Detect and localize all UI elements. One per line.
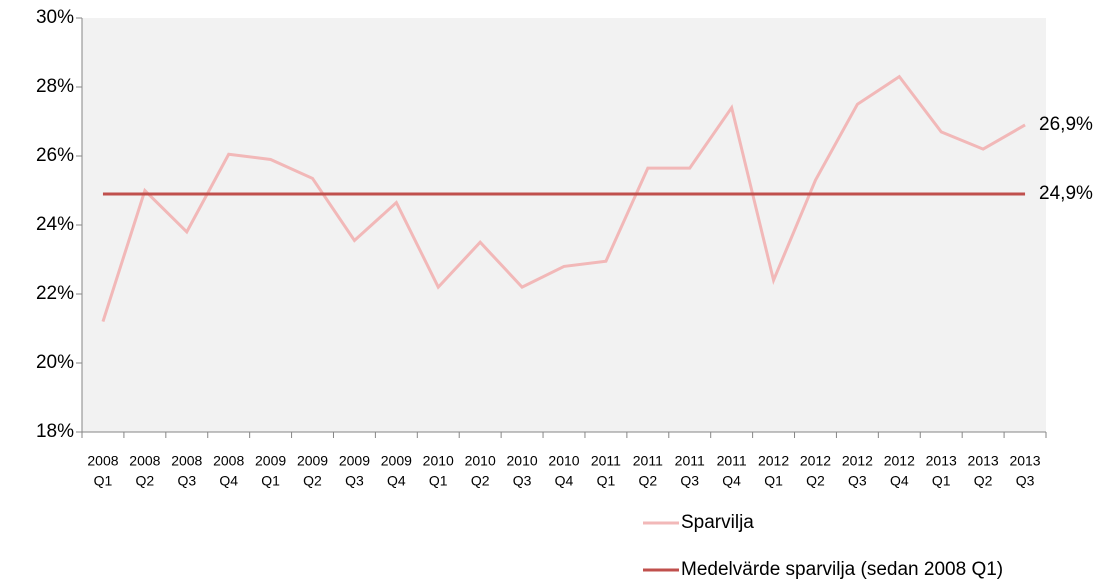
x-tick-label: Q2 (974, 473, 993, 489)
x-tick-label: Q1 (94, 473, 113, 489)
x-tick-label: Q2 (303, 473, 322, 489)
x-tick-label: 2009 (255, 453, 286, 469)
x-tick-label: 2009 (339, 453, 370, 469)
x-tick-label: 2012 (842, 453, 873, 469)
x-tick-label: Q3 (848, 473, 867, 489)
x-tick-label: 2010 (548, 453, 579, 469)
x-tick-label: Q3 (345, 473, 364, 489)
x-tick-label: Q1 (597, 473, 616, 489)
y-tick-label: 20% (36, 352, 74, 373)
x-tick-label: 2008 (129, 453, 160, 469)
x-tick-label: 2008 (171, 453, 202, 469)
x-tick-label: 2009 (381, 453, 412, 469)
x-tick-label: Q1 (764, 473, 783, 489)
x-tick-label: 2011 (633, 453, 663, 469)
x-tick-label: 2008 (213, 453, 244, 469)
x-tick-label: Q4 (219, 473, 238, 489)
x-tick-label: 2011 (675, 453, 705, 469)
y-tick-label: 22% (36, 283, 74, 304)
x-tick-label: Q4 (722, 473, 741, 489)
x-tick-label: 2012 (758, 453, 789, 469)
x-tick-label: 2010 (465, 453, 496, 469)
x-tick-label: Q3 (513, 473, 532, 489)
x-tick-label: 2011 (717, 453, 747, 469)
x-tick-label: 2013 (968, 453, 999, 469)
x-tick-label: Q3 (680, 473, 699, 489)
x-tick-label: Q4 (387, 473, 406, 489)
x-tick-label: 2010 (507, 453, 538, 469)
x-tick-label: Q3 (177, 473, 196, 489)
y-tick-label: 30% (36, 7, 74, 28)
x-tick-label: 2010 (423, 453, 454, 469)
legend-label: Sparvilja (681, 512, 754, 533)
series-line (101, 74, 1026, 323)
x-tick-label: Q4 (555, 473, 574, 489)
x-tick-label: Q4 (890, 473, 909, 489)
legend-label: Medelvärde sparvilja (sedan 2008 Q1) (681, 559, 1003, 580)
y-tick-label: 28% (36, 76, 74, 97)
x-tick-label: 2012 (884, 453, 915, 469)
x-tick-label: Q1 (429, 473, 448, 489)
data-label: 26,9% (1039, 114, 1093, 135)
x-tick-label: 2012 (800, 453, 831, 469)
x-tick-label: Q2 (806, 473, 825, 489)
y-tick-label: 24% (36, 214, 74, 235)
y-tick-label: 18% (36, 421, 74, 442)
x-tick-label: 2009 (297, 453, 328, 469)
x-tick-label: 2013 (1009, 453, 1040, 469)
x-tick-label: Q1 (261, 473, 280, 489)
x-tick-label: Q2 (471, 473, 490, 489)
x-tick-label: 2013 (926, 453, 957, 469)
x-tick-label: Q2 (136, 473, 155, 489)
x-tick-label: 2008 (87, 453, 118, 469)
data-label: 24,9% (1039, 183, 1093, 204)
x-tick-label: Q1 (932, 473, 951, 489)
x-tick-label: Q2 (638, 473, 657, 489)
x-tick-label: 2011 (591, 453, 621, 469)
y-tick-label: 26% (36, 145, 74, 166)
x-tick-label: Q3 (1016, 473, 1035, 489)
